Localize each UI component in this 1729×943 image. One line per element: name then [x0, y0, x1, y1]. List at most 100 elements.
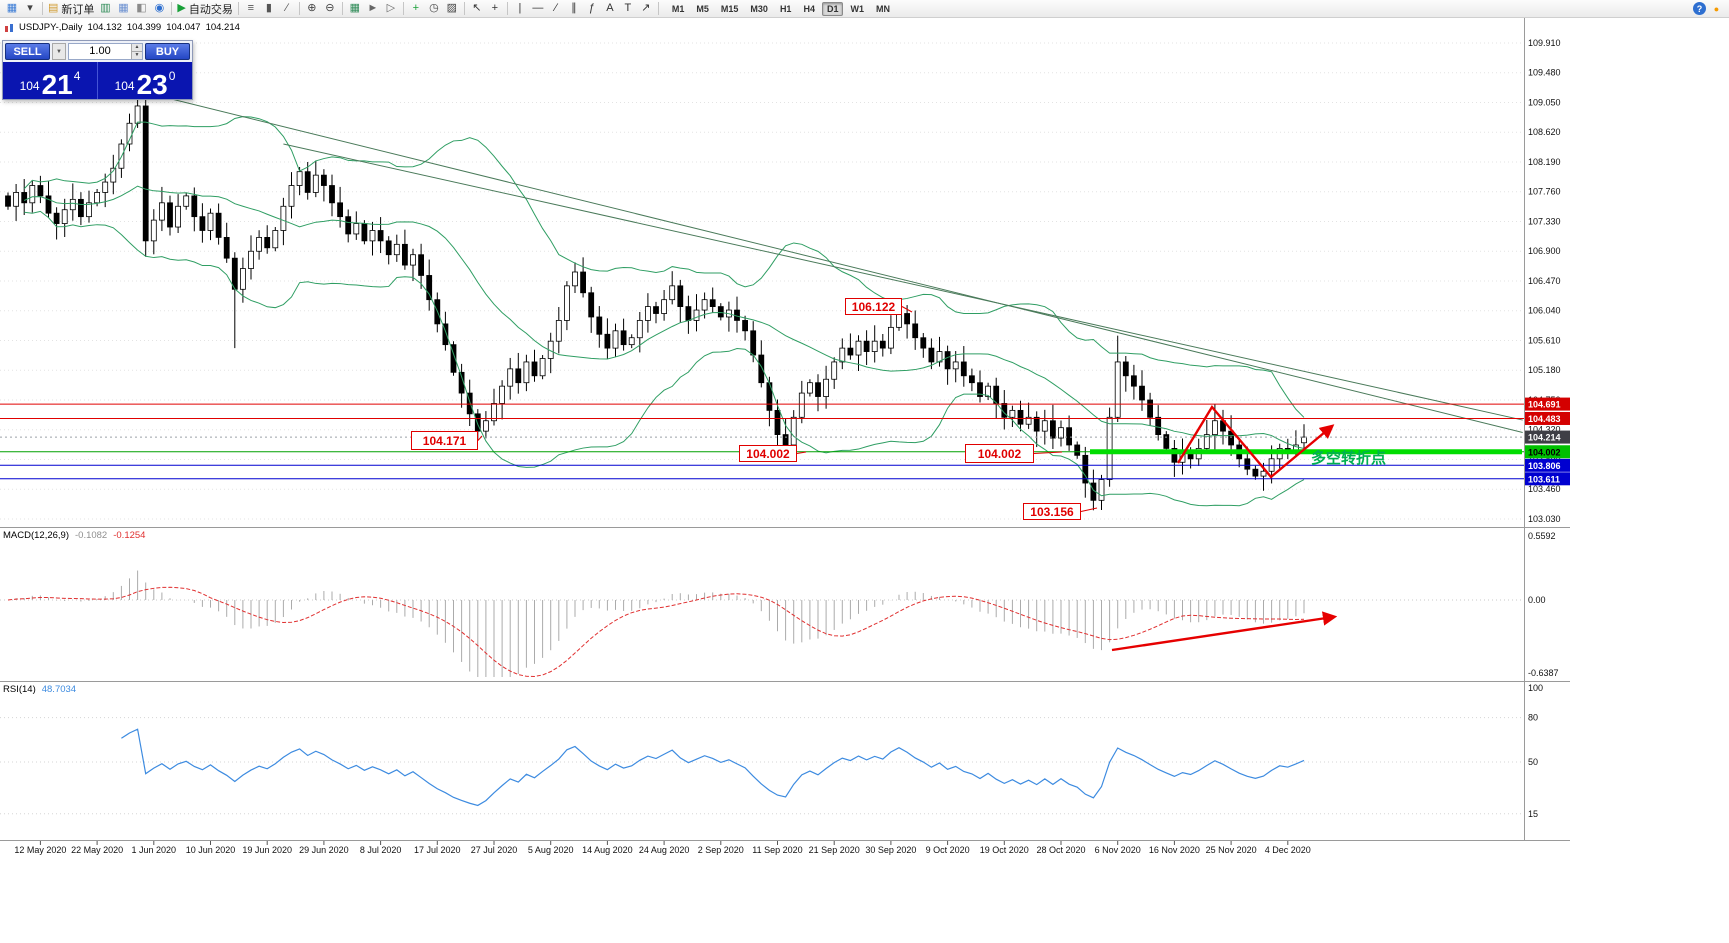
- text-tool-icon: A: [606, 2, 614, 14]
- svg-text:4 Dec 2020: 4 Dec 2020: [1265, 845, 1311, 855]
- price-annotation-box[interactable]: 104.002: [965, 444, 1034, 463]
- toolbar-separator: [341, 2, 343, 15]
- macd-main-value: -0.1082: [75, 530, 108, 541]
- symbol-period-label: USDJPY-,Daily: [19, 22, 83, 33]
- timeframe-m15-button[interactable]: M15: [720, 3, 739, 14]
- zigzag-arrow[interactable]: [1176, 404, 1335, 479]
- time-axis[interactable]: 12 May 2020 22 May 2020 1 Jun 2020 10 Jun 2…: [14, 841, 1311, 855]
- arrows-tool-icon[interactable]: ↗: [637, 1, 655, 17]
- cursor-icon[interactable]: ↖: [468, 1, 486, 17]
- trade-panel-controls: SELL ▼ 1.00 ▲ ▼ BUY: [3, 41, 192, 62]
- text-tool-icon[interactable]: A: [601, 1, 619, 17]
- toolbar-separator: [171, 2, 173, 15]
- price-label-box: [1525, 472, 1570, 486]
- strategy-tester-icon[interactable]: ◉: [150, 1, 168, 17]
- volume-up-icon[interactable]: ▲: [132, 44, 142, 52]
- line-chart-icon: ∕: [285, 2, 288, 14]
- svg-text:17 Jul 2020: 17 Jul 2020: [414, 845, 461, 855]
- timeframe-d1-button[interactable]: D1: [821, 1, 844, 16]
- volume-field[interactable]: 1.00 ▲ ▼: [68, 43, 143, 60]
- price-annotation-box[interactable]: 104.002: [739, 445, 797, 462]
- autotrading-label: 自动交易: [188, 3, 233, 16]
- timeframe-m30-button[interactable]: M30: [750, 3, 768, 14]
- chart-list-dropdown-icon[interactable]: ▾: [21, 1, 39, 17]
- autotrading-button[interactable]: ▶ 自动交易: [175, 1, 234, 17]
- buy-price[interactable]: 104 23 0: [97, 62, 192, 99]
- timeframe-h1-button[interactable]: H1: [779, 3, 792, 14]
- equidistant-channel-icon[interactable]: ∥: [565, 1, 583, 17]
- chart-canvas[interactable]: 109.910 109.480 109.050 108.620 108.190 107.7…: [0, 0, 1570, 858]
- price-axis[interactable]: 109.910 109.480 109.050 108.620 108.190 107.7…: [1525, 38, 1570, 819]
- svg-text:109.050: 109.050: [1528, 97, 1561, 107]
- help-icon[interactable]: ?: [1693, 2, 1706, 15]
- market-watch-icon[interactable]: ▥: [96, 1, 114, 17]
- text-label-tool-icon[interactable]: T: [619, 1, 637, 17]
- bars-chart-icon[interactable]: ≡: [242, 1, 260, 17]
- crosshair-icon[interactable]: +: [486, 1, 504, 17]
- svg-text:0.00: 0.00: [1528, 595, 1546, 605]
- svg-text:11 Sep 2020: 11 Sep 2020: [752, 845, 802, 855]
- new-chart-icon[interactable]: ▦: [3, 1, 21, 17]
- buy-price-point: 0: [168, 69, 176, 83]
- volume-stepper[interactable]: ▲ ▼: [131, 44, 142, 59]
- rsi-value: 48.7034: [41, 684, 77, 695]
- svg-text:109.910: 109.910: [1528, 38, 1561, 48]
- timeframe-m1-button[interactable]: M1: [671, 3, 685, 14]
- turning-point-note[interactable]: 多空转折点: [1311, 450, 1387, 467]
- toolbar: ▦ ▾ ▤ 新订单 ▥ ▦ ◧ ◉ ▶ 自动交易 ≡ ▮ ∕ ⊕ ⊖ ▦ ► ▷ + ◷ ▨ ↖ + | ― ∕ ∥ ƒ A T ↗ M1 M5…: [0, 0, 1729, 18]
- templates-dropdown-icon[interactable]: ▨: [443, 1, 461, 17]
- data-window-icon[interactable]: ▦: [114, 1, 132, 17]
- timeframe-m5-button[interactable]: M5: [696, 3, 709, 14]
- svg-text:104.002: 104.002: [1528, 447, 1561, 457]
- timeframe-w1-button[interactable]: W1: [850, 3, 864, 14]
- price-annotation-box[interactable]: 103.156: [1023, 503, 1081, 520]
- chart-list-dropdown-icon: ▾: [27, 2, 33, 14]
- line-chart-icon[interactable]: ∕: [278, 1, 296, 17]
- volume-down-icon[interactable]: ▼: [132, 52, 142, 59]
- zoom-in-icon[interactable]: ⊕: [303, 1, 321, 17]
- connection-status-icon[interactable]: ●: [1713, 3, 1720, 14]
- volume-value[interactable]: 1.00: [89, 45, 111, 57]
- zoom-out-icon[interactable]: ⊖: [321, 1, 339, 17]
- candlestick-chart-icon: ▮: [265, 2, 272, 14]
- sell-price[interactable]: 104 21 4: [3, 62, 97, 99]
- macd-name: MACD(12,26,9): [3, 530, 69, 541]
- svg-text:104.483: 104.483: [1528, 414, 1561, 424]
- tile-windows-icon[interactable]: ▦: [346, 1, 364, 17]
- price-annotation-box[interactable]: 104.171: [411, 431, 478, 450]
- vertical-line-icon[interactable]: |: [511, 1, 529, 17]
- new-order-button[interactable]: ▤ 新订单: [46, 1, 96, 17]
- timeframe-mn-button[interactable]: MN: [875, 3, 890, 14]
- svg-text:25 Nov 2020: 25 Nov 2020: [1206, 845, 1257, 855]
- market-watch-icon: ▥: [100, 2, 111, 14]
- periods-dropdown-icon[interactable]: ◷: [425, 1, 443, 17]
- close-value: 104.214: [205, 22, 240, 33]
- macd-signal-value: -0.1254: [113, 530, 146, 541]
- toolbar-separator: [402, 2, 404, 15]
- indicators-list-icon[interactable]: +: [407, 1, 425, 17]
- trendline-icon[interactable]: ∕: [547, 1, 565, 17]
- sell-button[interactable]: SELL: [5, 43, 50, 60]
- order-type-dropdown[interactable]: ▼: [52, 43, 66, 60]
- timeframe-h4-button[interactable]: H4: [803, 3, 815, 14]
- horizontal-lines[interactable]: [0, 403, 1524, 480]
- chart-title-bar: USDJPY-,Daily 104.132 104.399 104.047 10…: [4, 22, 240, 33]
- rsi-name: RSI(14): [3, 684, 36, 695]
- terminal-icon[interactable]: ◧: [132, 1, 150, 17]
- zoom-in-icon: ⊕: [307, 2, 317, 14]
- svg-text:0.5592: 0.5592: [1528, 531, 1556, 541]
- candlestick-chart-icon[interactable]: ▮: [260, 1, 278, 17]
- data-window-icon: ▦: [118, 2, 129, 14]
- chart-shift-icon[interactable]: ▷: [382, 1, 400, 17]
- toolbar-separator: [657, 2, 659, 15]
- strategy-tester-icon: ◉: [154, 2, 165, 14]
- periods-dropdown-icon: ◷: [429, 2, 439, 14]
- fibonacci-retracement-icon[interactable]: ƒ: [583, 1, 601, 17]
- buy-button[interactable]: BUY: [145, 43, 190, 60]
- price-annotation-box[interactable]: 106.122: [845, 298, 902, 315]
- auto-scroll-icon[interactable]: ►: [364, 1, 382, 17]
- svg-text:5 Aug 2020: 5 Aug 2020: [528, 845, 574, 855]
- auto-scroll-icon: ►: [367, 2, 379, 14]
- macd-trend-arrow[interactable]: [1111, 611, 1338, 652]
- horizontal-line-icon[interactable]: ―: [529, 1, 547, 17]
